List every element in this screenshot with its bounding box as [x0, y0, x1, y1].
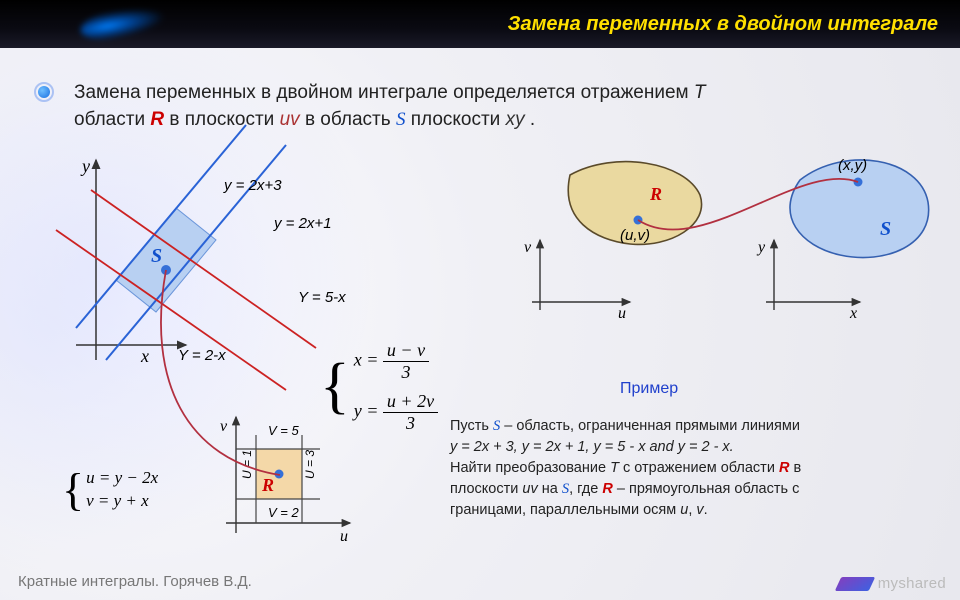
axis-label-y: y — [80, 156, 90, 176]
header-bar: Замена переменных в двойном интеграле — [0, 0, 960, 48]
eq-label: Y = 2-x — [178, 347, 226, 364]
u3-label: U = 3 — [303, 450, 317, 479]
footer-text: Кратные интегралы. Горячев В.Д. — [18, 573, 252, 590]
intro-S: S — [396, 109, 406, 130]
eq-label: y = 2x+1 — [273, 215, 332, 232]
region-label-S: S — [151, 245, 162, 267]
intro-T: T — [694, 82, 706, 103]
intro-R: R — [150, 109, 164, 130]
intro-xy: xy — [506, 109, 525, 130]
u1-label: U = 1 — [240, 450, 254, 479]
mapping-panel: v u y x R (u,v) S (x,y) — [500, 140, 940, 350]
eq-label: y = 2x+3 — [223, 177, 282, 194]
intro-uv: uv — [280, 109, 300, 130]
region-label-S: S — [880, 218, 891, 240]
eq-label: Y = 5-x — [298, 289, 346, 306]
axis-label-y: y — [756, 239, 766, 256]
intro-frag: области — [74, 109, 150, 130]
uv-point-label: (u,v) — [620, 227, 650, 244]
intro-frag: в область — [305, 109, 396, 130]
intro-text: Замена переменных в двойном интеграле оп… — [74, 80, 904, 133]
axis-label-x: x — [849, 305, 857, 322]
axis-label-v: v — [220, 418, 228, 435]
intro-frag: в плоскости — [169, 109, 279, 130]
brand-icon — [834, 577, 875, 591]
region-label-R: R — [649, 184, 662, 204]
intro-frag: плоскости — [411, 109, 506, 130]
intro-frag: . — [530, 109, 535, 130]
example-body: Пусть S – область, ограниченная прямыми … — [450, 416, 940, 521]
axis-label-v: v — [524, 239, 532, 256]
axis-label-u: u — [340, 528, 348, 545]
intro-frag: Замена переменных в двойном интеграле оп… — [74, 82, 694, 103]
bullet-icon — [34, 82, 54, 102]
axis-label-u: u — [618, 305, 626, 322]
page-title: Замена переменных в двойном интеграле — [508, 13, 938, 36]
v2-label: V = 2 — [268, 505, 299, 520]
v5-label: V = 5 — [268, 423, 299, 438]
region-label-R: R — [261, 475, 274, 495]
example-heading: Пример — [620, 380, 678, 398]
xy-point-label: (x,y) — [838, 157, 867, 174]
uv-formula: { u = y − 2x v = y + x — [62, 468, 158, 511]
brand-label: myshared — [878, 575, 946, 592]
brand-watermark: myshared — [838, 575, 946, 592]
uv-chart: v u R V = 5 V = 2 U = 1 U = 3 — [200, 405, 370, 555]
axis-label-x: x — [140, 346, 149, 366]
